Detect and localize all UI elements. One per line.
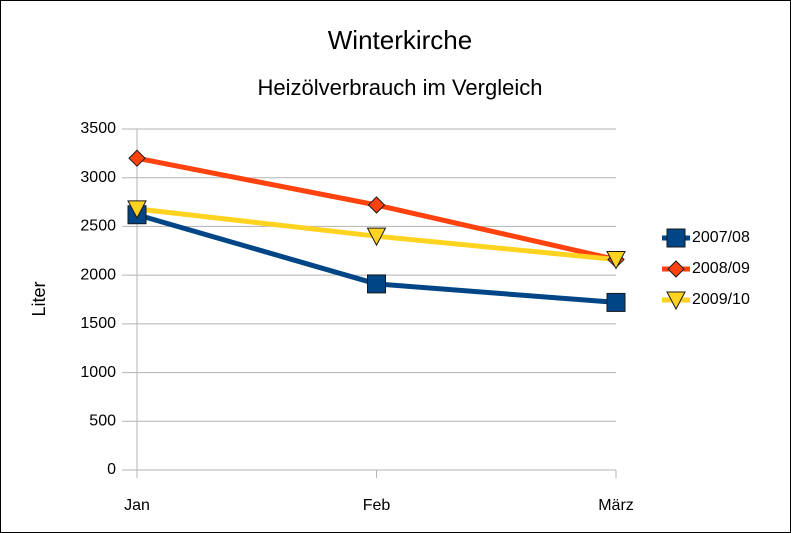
legend-label: 2009/10 — [692, 291, 750, 308]
data-point — [367, 196, 386, 214]
y-tick-label: 2500 — [80, 218, 116, 235]
y-tick-label: 3500 — [80, 120, 116, 137]
y-tick-label: 1000 — [80, 364, 116, 381]
x-tick-label: März — [598, 497, 634, 514]
y-axis-label: Liter — [29, 281, 49, 316]
data-point — [606, 292, 626, 312]
x-tick-label: Jan — [124, 497, 150, 514]
legend-marker — [666, 228, 686, 248]
legend-label: 2007/08 — [692, 229, 750, 246]
chart-title: Winterkirche — [328, 25, 472, 55]
data-point — [127, 200, 147, 219]
chart-subtitle: Heizölverbrauch im Vergleich — [258, 75, 543, 100]
data-point — [606, 251, 626, 270]
y-tick-label: 3000 — [80, 169, 116, 186]
data-point — [128, 149, 146, 167]
y-tick-label: 500 — [89, 413, 116, 430]
data-point — [367, 274, 386, 294]
legend-marker — [667, 260, 685, 278]
data-point — [366, 227, 387, 247]
y-tick-label: 2000 — [80, 266, 116, 283]
legend-label: 2008/09 — [692, 260, 750, 277]
legend-marker — [666, 291, 686, 311]
x-tick-label: Feb — [363, 497, 391, 514]
y-tick-label: 1500 — [80, 315, 116, 332]
y-tick-label: 0 — [107, 461, 116, 478]
